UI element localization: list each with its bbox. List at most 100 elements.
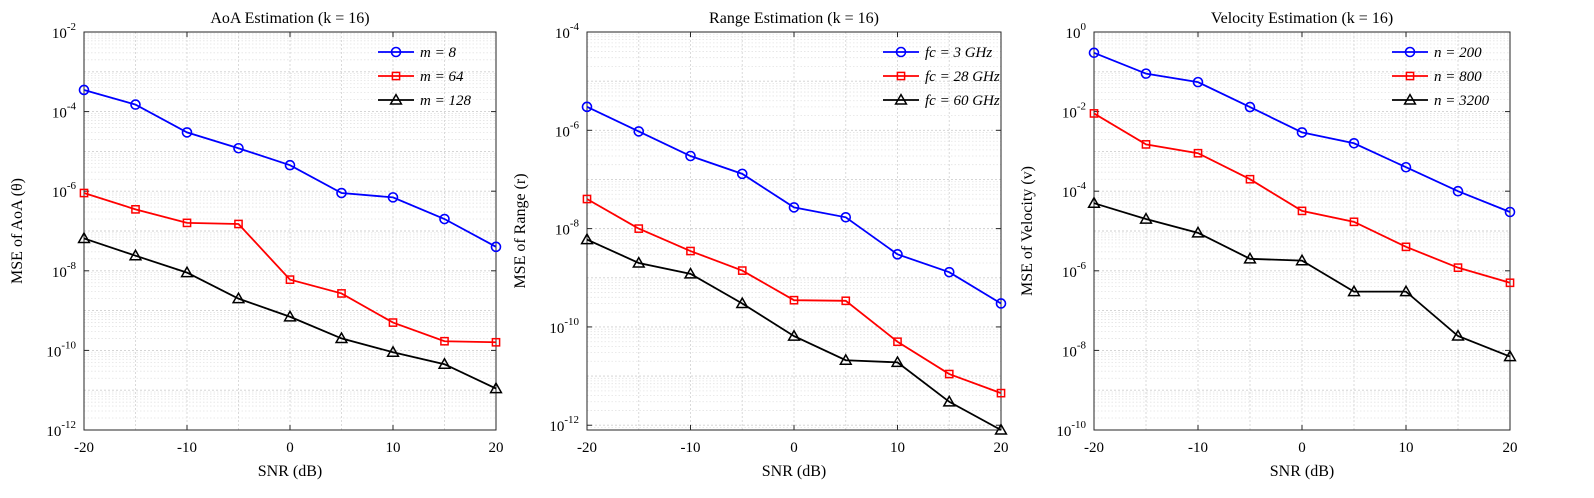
data-point [685, 150, 696, 162]
y-tick-base: 10 [549, 321, 564, 337]
y-tick-base: 10 [1066, 26, 1081, 42]
y-tick-label: 10-2 [52, 21, 76, 42]
data-point [1141, 140, 1151, 149]
data-point [581, 101, 593, 113]
y-tick-exponent: -12 [61, 419, 76, 431]
data-point [737, 266, 747, 275]
y-tick-exponent: -12 [564, 414, 579, 426]
data-point [994, 423, 1008, 435]
y-tick-label: 10-2 [1062, 101, 1086, 122]
x-tick-label: -10 [177, 440, 197, 456]
y-tick-label: 10-6 [1062, 260, 1087, 281]
data-point [1505, 278, 1515, 288]
data-point [634, 224, 644, 233]
data-point [1453, 263, 1463, 272]
series-3 [580, 232, 1008, 435]
y-tick-base: 10 [46, 344, 61, 360]
data-point [284, 159, 296, 171]
legend-label: fc = 28 GHz [925, 69, 1000, 85]
y-tick-base: 10 [1056, 424, 1071, 440]
y-tick-exponent: -10 [564, 316, 579, 328]
data-point [996, 388, 1006, 398]
x-tick-label: 20 [1503, 440, 1518, 456]
data-point [233, 142, 244, 154]
y-tick-base: 10 [549, 419, 564, 435]
legend: fc = 3 GHz fc = 28 GHz fc = 60 GHz [883, 45, 1000, 109]
series-2 [79, 188, 501, 347]
data-point [1347, 284, 1361, 297]
series-1 [581, 101, 1007, 309]
data-point [1191, 225, 1205, 238]
data-point [789, 295, 799, 305]
series-line [1093, 51, 1511, 213]
legend-label: fc = 60 GHz [925, 93, 1000, 109]
y-tick-label: 10-10 [1056, 419, 1086, 440]
data-point [1193, 148, 1203, 158]
legend: m = 8 m = 64 m = 128 [378, 45, 471, 109]
data-point [1452, 185, 1464, 197]
data-point [388, 318, 398, 327]
data-point [130, 99, 141, 110]
data-point [1245, 174, 1255, 184]
y-tick-label: 10-4 [555, 21, 580, 42]
data-point [234, 219, 243, 229]
data-point [944, 369, 954, 379]
y-tick-exponent: 0 [1081, 21, 1087, 33]
data-point [841, 296, 851, 306]
series-line [586, 198, 1002, 394]
data-point [839, 353, 853, 366]
y-tick-label: 10-10 [46, 339, 76, 360]
data-point [1348, 137, 1360, 149]
legend-marker [391, 71, 401, 81]
data-point [582, 194, 592, 204]
data-point [1349, 217, 1359, 227]
series-line [586, 106, 1002, 305]
y-tick-label: 10-6 [52, 180, 77, 201]
grid [1094, 31, 1510, 431]
data-point [1244, 101, 1256, 113]
legend-marker [896, 71, 906, 81]
chart-title: Velocity Estimation (k = 16) [1211, 10, 1393, 27]
data-point [180, 265, 194, 278]
x-tick-label: -20 [74, 440, 94, 456]
legend-marker [894, 93, 908, 105]
data-point [840, 211, 852, 223]
y-tick-exponent: -6 [67, 180, 77, 192]
legend-label: n = 800 [1434, 69, 1482, 85]
x-tick-label: -20 [577, 440, 597, 456]
y-tick-exponent: -8 [67, 260, 77, 272]
x-tick-label: 0 [286, 440, 294, 456]
data-point [182, 218, 192, 228]
y-tick-exponent: -10 [1071, 419, 1086, 431]
x-tick-label: 10 [386, 440, 401, 456]
x-axis-label: SNR (dB) [1270, 463, 1334, 480]
data-point [77, 231, 91, 244]
x-tick-label: 20 [489, 440, 504, 456]
data-point [440, 336, 449, 346]
data-point [231, 291, 246, 304]
data-point [79, 188, 89, 198]
y-tick-label: 10-8 [555, 218, 580, 239]
data-point [1296, 127, 1308, 138]
data-point [632, 256, 646, 268]
data-point [890, 355, 905, 368]
data-point [439, 213, 450, 225]
series-line [1093, 112, 1511, 284]
data-point [787, 329, 801, 341]
data-point [943, 266, 955, 278]
data-point [995, 298, 1007, 309]
y-tick-label: 10-4 [52, 101, 77, 122]
legend-label: n = 200 [1434, 45, 1482, 61]
chart-title: AoA Estimation (k = 16) [210, 10, 369, 27]
data-point [1139, 212, 1153, 224]
data-point [1295, 253, 1309, 266]
y-tick-label: 10-10 [549, 316, 579, 337]
y-tick-base: 10 [1062, 185, 1077, 201]
y-tick-exponent: -2 [67, 21, 76, 33]
data-point [683, 266, 698, 279]
data-point [181, 127, 193, 138]
data-point [1503, 349, 1517, 362]
legend-marker [1404, 46, 1416, 58]
data-point [131, 204, 140, 214]
data-point [580, 232, 594, 245]
